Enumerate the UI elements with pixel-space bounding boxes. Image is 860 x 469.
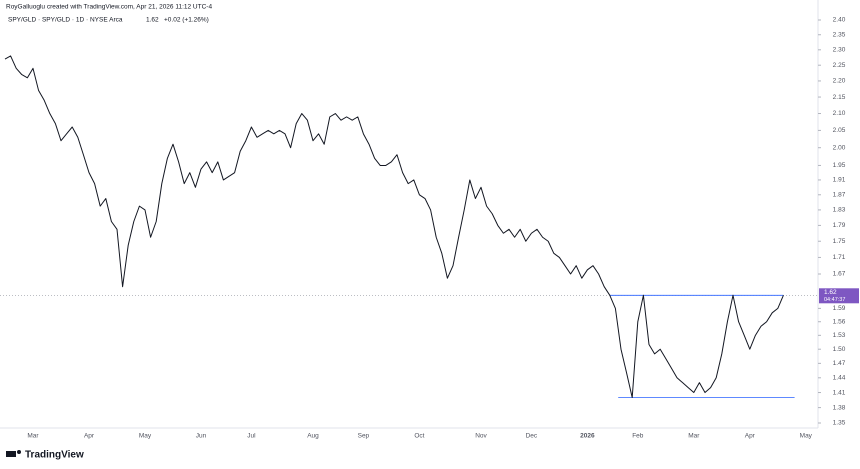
y-tick-label: 1.41 (833, 389, 846, 396)
price-line-series (4, 55, 784, 399)
brand-logo: TradingView (6, 450, 84, 461)
y-tick-label: 1.87 (833, 191, 846, 198)
y-tick-label: 1.56 (833, 318, 846, 325)
logo-mark (6, 451, 16, 457)
y-tick-label: 1.79 (833, 222, 846, 229)
x-tick-label: Jun (196, 433, 207, 440)
x-tick-label: Sep (358, 433, 370, 440)
y-tick-label: 1.47 (833, 360, 846, 367)
y-tick-label: 1.75 (833, 238, 846, 245)
y-tick-label: 1.53 (833, 332, 846, 339)
logo-dot (17, 450, 21, 454)
y-tick-label: 2.35 (833, 31, 846, 38)
x-tick-label: May (800, 433, 813, 440)
change: +0.02 (+1.26%) (164, 17, 209, 24)
y-tick-label: 2.25 (833, 62, 846, 69)
y-tick-label: 2.05 (833, 127, 846, 134)
credit: RoyGalluoglu created with TradingView.co… (6, 4, 212, 11)
y-tick-label: 1.35 (833, 420, 846, 427)
symbol: SPY/GLD · SPY/GLD · 1D · NYSE Arca (8, 17, 123, 24)
last-price-label: 1.62 (824, 289, 837, 296)
countdown: 04:47:37 (824, 297, 845, 303)
x-tick-label: Mar (27, 433, 39, 440)
y-tick-label: 1.44 (833, 375, 846, 382)
y-tick-label: 2.00 (833, 144, 846, 151)
y-tick-label: 1.71 (833, 254, 846, 261)
x-tick-label: 2026 (580, 433, 595, 440)
x-tick-label: Apr (84, 433, 95, 440)
y-tick-label: 2.20 (833, 78, 846, 85)
x-tick-label: Jul (247, 433, 256, 440)
x-tick-label: Feb (632, 433, 644, 440)
y-tick-label: 1.50 (833, 346, 846, 353)
x-tick-label: Mar (688, 433, 700, 440)
last: 1.62 (146, 17, 159, 24)
y-tick-label: 2.15 (833, 94, 846, 101)
x-tick-label: Nov (475, 433, 487, 440)
y-tick-label: 1.83 (833, 207, 846, 214)
brand: TradingView (25, 450, 84, 461)
y-tick-label: 1.95 (833, 162, 846, 169)
y-tick-label: 2.40 (833, 17, 846, 24)
x-tick-label: May (139, 433, 152, 440)
y-tick-label: 2.10 (833, 110, 846, 117)
x-tick-label: Dec (526, 433, 538, 440)
x-tick-label: Apr (745, 433, 756, 440)
y-tick-label: 2.30 (833, 47, 846, 54)
y-tick-label: 1.67 (833, 271, 846, 278)
x-tick-label: Aug (307, 433, 319, 440)
last-price-box (819, 288, 859, 304)
y-tick-label: 1.38 (833, 404, 846, 411)
y-tick-label: 1.59 (833, 305, 846, 312)
x-tick-label: Oct (414, 433, 424, 440)
y-tick-label: 1.91 (833, 177, 846, 184)
